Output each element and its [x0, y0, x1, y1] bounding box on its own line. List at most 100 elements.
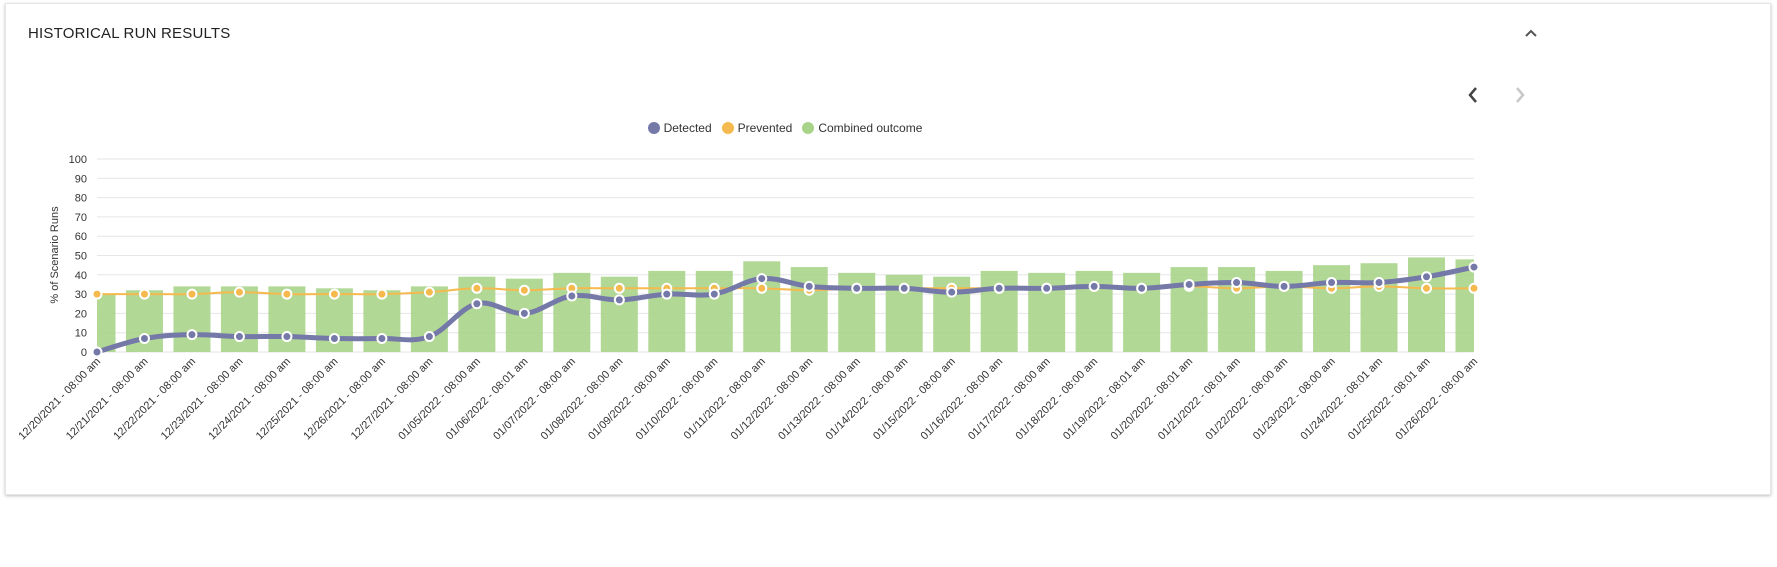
point-detected	[1326, 277, 1338, 289]
x-tick-label: 01/18/2022 - 08:00 am	[1013, 356, 1100, 443]
x-tick-label: 01/20/2022 - 08:01 am	[1108, 356, 1195, 443]
point-detected	[471, 298, 483, 310]
point-detected	[1421, 271, 1433, 283]
point-detected	[1373, 277, 1385, 289]
legend-item-detected[interactable]: Detected	[647, 121, 712, 135]
point-prevented	[186, 288, 198, 300]
y-tick-label: 0	[81, 347, 87, 359]
collapse-button[interactable]	[1520, 22, 1542, 44]
x-tick-label: 12/22/2021 - 08:00 am	[111, 356, 198, 443]
legend-marker	[802, 122, 815, 134]
bar-combined-outcome	[790, 267, 828, 352]
y-tick-label: 50	[75, 251, 87, 263]
legend-label: Detected	[663, 121, 712, 135]
y-tick-label: 10	[75, 328, 87, 340]
legend-marker	[647, 122, 660, 134]
x-tick-label: 12/25/2021 - 08:00 am	[254, 356, 341, 443]
x-tick-label: 01/09/2022 - 08:00 am	[586, 356, 673, 443]
x-tick-label: 01/07/2022 - 08:00 am	[491, 356, 578, 443]
point-prevented	[613, 282, 625, 294]
point-prevented	[138, 288, 150, 300]
x-tick-label: 01/08/2022 - 08:00 am	[539, 356, 626, 443]
point-prevented	[91, 288, 103, 300]
point-detected	[661, 288, 673, 300]
point-prevented	[756, 282, 768, 294]
point-detected	[1468, 261, 1480, 273]
x-tick-label: 12/21/2021 - 08:00 am	[64, 356, 151, 443]
point-detected	[518, 307, 530, 319]
x-tick-label: 01/24/2022 - 08:01 am	[1298, 356, 1385, 443]
x-tick-label: 01/21/2022 - 08:01 am	[1156, 356, 1243, 443]
x-tick-label: 01/22/2022 - 08:00 am	[1203, 356, 1290, 443]
legend-label: Prevented	[737, 121, 793, 135]
x-tick-label: 01/25/2022 - 08:01 am	[1346, 356, 1433, 443]
x-tick-label: 01/15/2022 - 08:00 am	[871, 356, 958, 443]
x-tick-label: 12/23/2021 - 08:00 am	[159, 356, 246, 443]
legend-marker	[721, 122, 734, 134]
x-tick-label: 01/17/2022 - 08:00 am	[966, 356, 1053, 443]
point-prevented	[471, 282, 483, 294]
y-tick-label: 80	[75, 193, 87, 205]
point-prevented	[281, 288, 293, 300]
x-tick-label: 01/11/2022 - 08:00 am	[682, 356, 768, 442]
y-tick-label: 20	[75, 308, 87, 320]
y-tick-label: 100	[69, 154, 87, 166]
chevron-up-icon	[1525, 29, 1537, 37]
x-tick-label: 01/06/2022 - 08:01 am	[444, 356, 531, 443]
point-prevented	[376, 288, 388, 300]
x-tick-label: 01/12/2022 - 08:00 am	[729, 356, 816, 443]
chevron-left-icon	[1468, 87, 1477, 103]
point-prevented	[518, 284, 530, 296]
point-detected	[993, 282, 1005, 294]
point-prevented	[233, 286, 245, 298]
point-detected	[1088, 280, 1100, 292]
x-tick-label: 01/23/2022 - 08:00 am	[1251, 356, 1338, 443]
bar-combined-outcome	[1455, 259, 1474, 352]
point-detected	[138, 332, 150, 344]
historical-run-results-panel: HISTORICAL RUN RESULTS	[5, 3, 1771, 495]
y-axis-label: % of Scenario Runs	[49, 206, 61, 304]
previous-page-button[interactable]	[1462, 82, 1484, 108]
point-detected	[803, 280, 815, 292]
x-tick-label: 01/10/2022 - 08:00 am	[634, 356, 721, 443]
point-prevented	[423, 286, 435, 298]
x-tick-label: 12/24/2021 - 08:00 am	[206, 356, 293, 443]
point-detected	[946, 286, 958, 298]
legend-item-prevented[interactable]: Prevented	[721, 121, 793, 135]
y-tick-label: 90	[75, 173, 87, 185]
panel-title: HISTORICAL RUN RESULTS	[28, 25, 231, 42]
x-tick-label: 01/05/2022 - 08:00 am	[396, 356, 483, 443]
point-detected	[1183, 278, 1195, 290]
bar-combined-outcome	[97, 294, 116, 352]
point-detected	[233, 331, 245, 343]
chevron-right-icon	[1516, 87, 1525, 103]
point-detected	[186, 329, 198, 341]
x-tick-label: 01/16/2022 - 08:00 am	[919, 356, 1006, 443]
point-detected	[1231, 277, 1243, 289]
point-detected	[851, 282, 863, 294]
next-page-button[interactable]	[1509, 82, 1531, 108]
x-tick-label: 01/26/2022 - 08:00 am	[1393, 356, 1480, 443]
y-tick-label: 30	[75, 289, 87, 301]
point-detected	[281, 331, 293, 343]
x-tick-label: 01/14/2022 - 08:00 am	[824, 356, 911, 443]
point-detected	[613, 294, 625, 306]
point-detected	[1041, 282, 1053, 294]
point-detected	[1136, 282, 1148, 294]
point-prevented	[1421, 282, 1433, 294]
point-detected	[376, 332, 388, 344]
bar-combined-outcome	[1360, 263, 1398, 352]
point-detected	[1278, 280, 1290, 292]
x-tick-label: 01/13/2022 - 08:00 am	[776, 356, 863, 443]
point-detected	[898, 282, 910, 294]
point-prevented	[328, 288, 340, 300]
point-detected	[423, 331, 435, 343]
legend-item-combined[interactable]: Combined outcome	[802, 121, 922, 135]
x-tick-label: 12/27/2021 - 08:00 am	[349, 356, 436, 443]
point-detected	[708, 288, 720, 300]
x-tick-label: 12/20/2021 - 08:00 am	[16, 356, 103, 443]
y-tick-label: 40	[75, 270, 87, 282]
y-tick-label: 70	[75, 212, 87, 224]
x-tick-label: 12/26/2021 - 08:00 am	[301, 356, 388, 443]
